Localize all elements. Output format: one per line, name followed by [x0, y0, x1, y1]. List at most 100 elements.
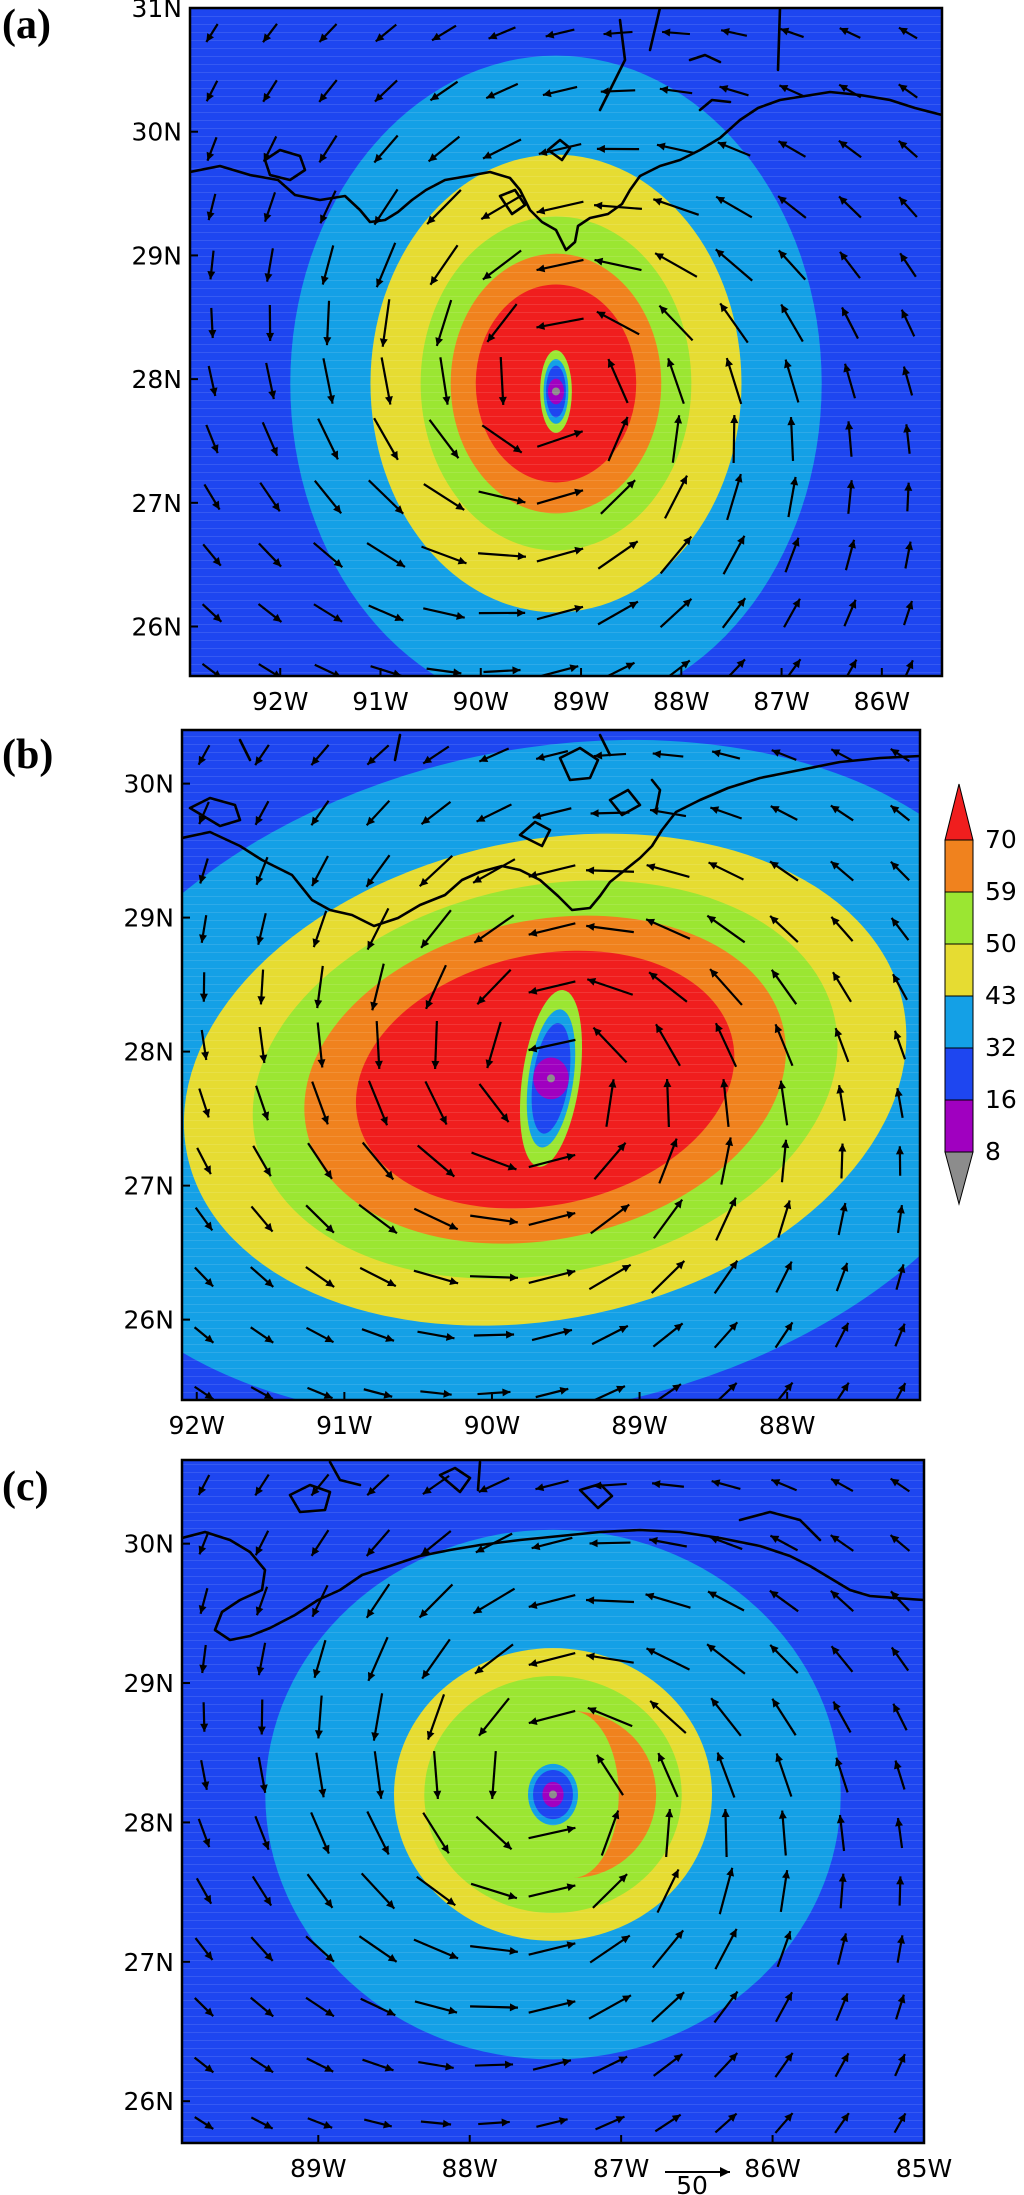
wind-vector-head: [198, 815, 207, 825]
wind-vector-head: [201, 1781, 210, 1790]
wind-vector-head: [839, 84, 849, 93]
wind-vector: [658, 304, 694, 342]
wind-vector-head: [662, 28, 671, 37]
wind-vector-head: [312, 877, 320, 887]
wind-vector-head: [431, 1060, 440, 1069]
wind-vector: [592, 1026, 628, 1064]
wind-vector-head: [442, 2119, 452, 2128]
wind-vector-head: [721, 27, 730, 36]
wind-vector-head: [204, 1334, 214, 1343]
wind-vector-head: [387, 1953, 397, 1962]
wind-vector-head: [446, 1897, 456, 1906]
wind-vector-head: [209, 387, 218, 396]
colorbar: 70 59 50 43 32 16 8: [944, 783, 1017, 1206]
wind-vector-head: [203, 1165, 211, 1175]
wind-vector-head: [392, 669, 402, 676]
wind-vector-head: [433, 1790, 442, 1799]
wind-vector-head: [784, 1322, 793, 1332]
wind-vector-head: [439, 1115, 447, 1125]
wind-vector-head: [486, 91, 496, 99]
wind-vector-head: [839, 196, 848, 205]
wind-vector: [664, 475, 688, 519]
wind-vector-head: [333, 558, 343, 568]
axis-ticks-c: 89W 88W 87W 86W 85W 26N 27N 28N 29N 30N: [123, 1530, 952, 2183]
wind-vector-head: [199, 934, 207, 943]
wind-vector-head: [729, 1260, 738, 1270]
wind-vector-head: [574, 488, 584, 497]
wind-vector-head: [272, 558, 282, 567]
y-tick-label: 28N: [123, 1038, 174, 1067]
wind-vector: [528, 922, 576, 936]
wind-vector-head: [770, 806, 780, 814]
wind-vector: [667, 357, 685, 405]
colorbar-segment-max: [944, 783, 974, 841]
wind-vector-head: [586, 1596, 595, 1605]
wind-vector-head: [848, 539, 856, 549]
wind-vector-head: [729, 1928, 737, 1938]
wind-vector-head: [831, 749, 841, 757]
colorbar-label: 32: [985, 1033, 1017, 1062]
wind-vector: [724, 1808, 728, 1858]
x-tick-label: 85W: [896, 2154, 953, 2183]
wind-vector-head: [737, 535, 745, 545]
x-tick-label: 87W: [593, 2154, 650, 2183]
wind-vector-head: [323, 336, 332, 346]
wind-vector-head: [770, 1644, 779, 1654]
y-tick-label: 27N: [131, 489, 182, 518]
wind-vector: [474, 1643, 514, 1675]
wind-vector-head: [268, 390, 277, 400]
wind-vector-head: [841, 2053, 849, 2063]
wind-vector-head: [449, 1277, 459, 1285]
wind-vector-head: [457, 556, 467, 565]
wind-vector-head: [728, 1382, 737, 1392]
wind-vector-head: [683, 536, 692, 546]
wind-vector-head: [596, 311, 606, 319]
wind-vector-head: [672, 1384, 681, 1392]
wind-vector-head: [831, 916, 840, 926]
wind-vector-head: [830, 805, 840, 814]
wind-vector-head: [394, 505, 404, 514]
wind-vector: [586, 924, 634, 934]
wind-vector-head: [716, 196, 726, 205]
wind-vector: [600, 1810, 620, 1856]
wind-vector-head: [419, 1609, 429, 1618]
wind-vector-head: [783, 1200, 792, 1210]
wind-vector-head: [721, 1809, 730, 1818]
wind-vector-head: [709, 1536, 719, 1544]
wind-vector-head: [311, 1547, 320, 1556]
wind-vector-head: [509, 1217, 518, 1226]
wind-vector-head: [725, 358, 734, 367]
wind-vector-head: [904, 482, 913, 491]
wind-vector-head: [830, 1535, 840, 1543]
wind-vector-head: [485, 1059, 494, 1069]
wind-vector-head: [620, 416, 629, 426]
y-tick-label: 26N: [131, 613, 182, 642]
y-tick-label: 27N: [123, 1172, 174, 1201]
wind-vector-head: [616, 1385, 625, 1394]
wind-vector-head: [374, 153, 383, 163]
wind-vector-head: [206, 211, 215, 221]
wind-vector-head: [646, 1648, 656, 1656]
wind-vector-head: [528, 928, 538, 937]
wind-vector-head: [901, 309, 909, 319]
wind-vector-head: [831, 1478, 841, 1487]
wind-vector-head: [264, 273, 273, 282]
wind-vector-head: [728, 1197, 737, 1207]
wind-vector-head: [374, 1060, 383, 1069]
wind-vector-head: [618, 1874, 628, 1883]
wind-vector-head: [383, 2120, 392, 2129]
map-panel-b: (b) 92W 91W 90W 89W 88W 26N 27N 28N 29N 30N: [2, 728, 922, 1440]
wind-vector-head: [656, 1024, 664, 1034]
wind-vector-head: [502, 1388, 511, 1397]
wind-vector: [648, 971, 688, 1003]
wind-vector-head: [442, 396, 451, 405]
wind-vector-head: [895, 1146, 904, 1155]
wind-vector-head: [593, 751, 603, 760]
coastline-b: [182, 733, 920, 928]
wind-vector-head: [381, 1845, 389, 1855]
wind-vector-head: [528, 1601, 538, 1609]
wind-vector-head: [707, 1644, 716, 1653]
y-tick-label: 31N: [131, 0, 182, 23]
wind-vector-head: [255, 875, 264, 885]
wind-vector: [651, 1929, 685, 1969]
